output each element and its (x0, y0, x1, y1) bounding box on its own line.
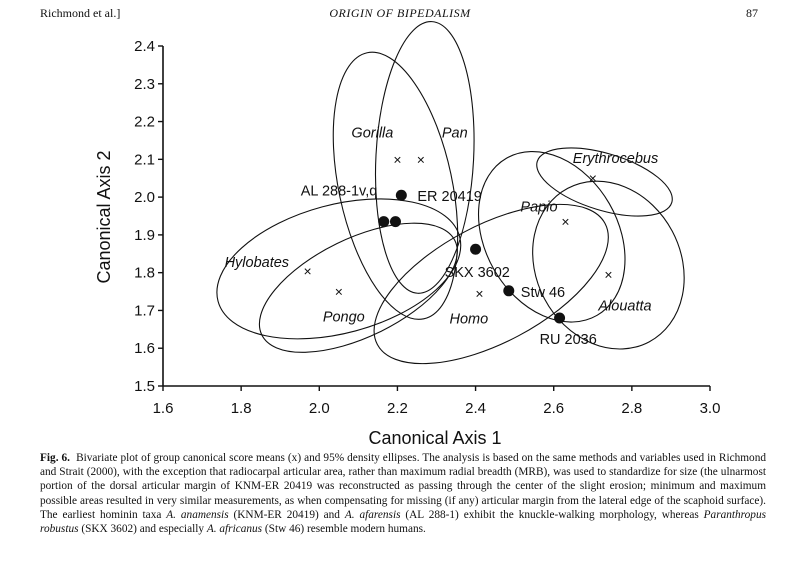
x-tick-label: 2.8 (621, 400, 642, 417)
y-tick-label: 2.3 (134, 76, 155, 93)
density-ellipses (216, 21, 685, 365)
group-means: × × × × × × × × (303, 151, 612, 301)
fossil-point-al-288-1v-q (378, 216, 390, 228)
group-mean-marker-pan: × (417, 151, 425, 167)
y-tick-label: 1.7 (134, 302, 155, 319)
density-ellipse-erythrocebus (536, 147, 673, 217)
y-tick-label: 2.4 (134, 38, 155, 55)
group-label-erythrocebus: Erythrocebus (573, 151, 658, 167)
group-label-alouatta: Alouatta (597, 299, 651, 315)
group-mean-marker-hylobates: × (303, 263, 311, 279)
running-head-authors: Richmond et al.] (40, 6, 121, 20)
x-tick-label: 1.8 (231, 400, 252, 417)
x-tick-label: 2.6 (543, 400, 564, 417)
group-mean-marker-homo: × (475, 285, 483, 301)
fossil-point-al-288-1v-q (389, 216, 401, 228)
x-axis-ticks: 1.6 1.8 2.0 2.2 2.4 2.6 2.8 3.0 (153, 386, 721, 417)
group-label-homo: Homo (449, 311, 488, 327)
fossil-label-al-288-1v-q: AL 288-1v,q (301, 184, 378, 200)
density-ellipse-homo (373, 203, 609, 365)
y-tick-label: 2.2 (134, 114, 155, 131)
y-tick-label: 1.5 (134, 378, 155, 395)
fossil-label-ru-2036: RU 2036 (540, 332, 597, 348)
group-mean-marker-gorilla: × (393, 151, 401, 167)
caption-taxon-robustus: Paranthropus robustus (40, 508, 766, 536)
group-mean-marker-alouatta: × (604, 267, 612, 283)
figure-6-scatter-plot: 1.6 1.8 2.0 2.2 2.4 2.6 2.8 3.0 1.5 1.6 1.7 1.8 1.9… (94, 21, 721, 448)
y-tick-label: 1.9 (134, 227, 155, 244)
caption-taxon-anamensis: A. anamensis (166, 508, 229, 521)
caption-taxon-africanus: A. africanus (206, 523, 263, 536)
y-tick-label: 1.6 (134, 340, 155, 357)
y-tick-label: 2.0 (134, 189, 155, 206)
density-ellipse-pongo (258, 222, 458, 353)
point-labels: Gorilla Pan Erythrocebus Papio Hylobates Pong… (225, 125, 659, 348)
running-head-title: ORIGIN OF BIPEDALISM (329, 6, 471, 20)
group-mean-marker-pongo: × (335, 284, 343, 300)
group-label-papio: Papio (520, 200, 557, 216)
figure-caption: Fig. 6. Bivariate plot of group canonica… (40, 451, 766, 536)
x-tick-label: 2.0 (309, 400, 330, 417)
group-label-hylobates: Hylobates (225, 255, 289, 271)
fossil-point-skx-3602 (470, 243, 482, 255)
x-tick-label: 2.2 (387, 400, 408, 417)
fossil-label-stw-46: Stw 46 (521, 285, 565, 301)
caption-text-5: (Stw 46) resemble modern humans. (262, 523, 426, 536)
density-ellipse-pan (374, 21, 475, 294)
caption-taxon-afarensis: A. afarensis (344, 508, 401, 521)
page-number: 87 (746, 6, 758, 20)
group-label-pan: Pan (442, 125, 468, 141)
x-axis-label: Canonical Axis 1 (368, 428, 501, 448)
group-mean-marker-papio: × (561, 214, 569, 230)
density-ellipse-hylobates (216, 198, 462, 340)
caption-text-1: Bivariate plot of group canonical score … (40, 452, 766, 521)
plot-axes (162, 46, 710, 387)
fossil-point-ru-2036 (554, 312, 566, 324)
fossil-point-stw-46 (503, 285, 515, 297)
y-axis-label: Canonical Axis 2 (94, 150, 114, 283)
group-label-gorilla: Gorilla (351, 125, 393, 141)
caption-text-2: (KNM-ER 20419) and (228, 508, 345, 521)
caption-text-3: (AL 288-1) exhibit the knuckle-walking m… (400, 508, 704, 521)
caption-text-4: (SKX 3602) and especially (78, 523, 207, 536)
y-tick-label: 1.8 (134, 265, 155, 282)
density-ellipse-gorilla (332, 51, 459, 320)
x-tick-label: 3.0 (700, 400, 721, 417)
density-ellipse-alouatta (532, 180, 685, 350)
x-tick-label: 2.4 (465, 400, 486, 417)
caption-label: Fig. 6. (40, 452, 71, 464)
fossil-label-skx-3602: SKX 3602 (445, 265, 510, 281)
group-mean-marker-erythrocebus: × (589, 170, 597, 186)
density-ellipse-papio (477, 150, 626, 323)
y-tick-label: 2.1 (134, 151, 155, 168)
fossil-point-er-20419 (395, 189, 407, 201)
group-label-pongo: Pongo (323, 310, 365, 326)
y-axis-ticks: 1.5 1.6 1.7 1.8 1.9 2.0 2.1 2.2 2.3 2.4 (134, 38, 163, 395)
x-tick-label: 1.6 (153, 400, 174, 417)
fossil-specimens (378, 189, 566, 324)
fossil-label-er-20419: ER 20419 (417, 189, 482, 205)
